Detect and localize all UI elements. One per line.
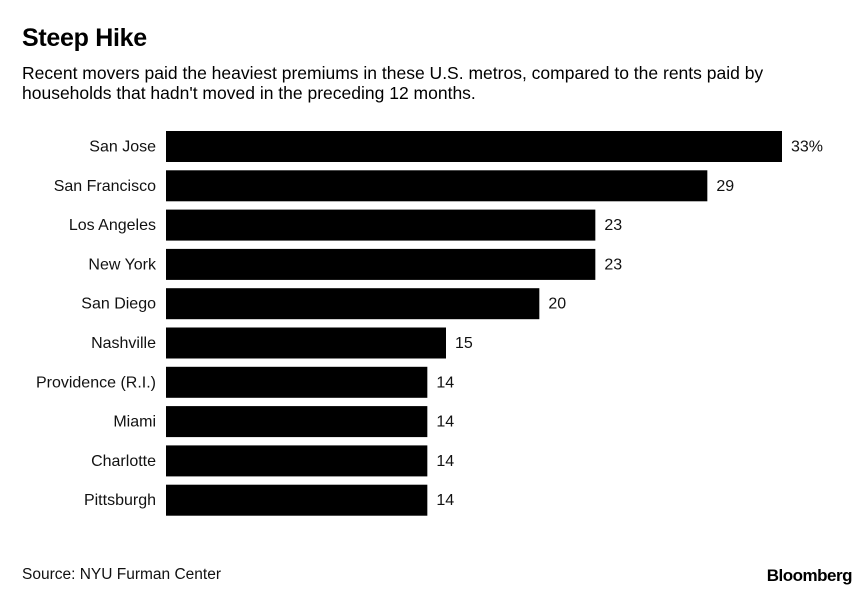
category-label: San Francisco <box>54 178 156 195</box>
chart-title: Steep Hike <box>22 24 147 52</box>
category-label: Charlotte <box>91 453 156 470</box>
bar <box>166 406 428 438</box>
category-label: Pittsburgh <box>84 492 156 509</box>
bar <box>166 288 540 320</box>
value-label: 23 <box>604 256 622 273</box>
brand-logo: Bloomberg <box>766 566 853 585</box>
bar-chart: San Jose 33% San Francisco 29 Los Angeles 23 N… <box>36 131 823 516</box>
category-label: San Jose <box>89 139 156 156</box>
bar <box>166 131 782 162</box>
value-label: 23 <box>604 217 622 234</box>
value-label: 33% <box>791 139 823 156</box>
value-label: 29 <box>716 178 734 195</box>
bar <box>166 366 428 398</box>
category-label: Los Angeles <box>69 217 156 234</box>
bar <box>166 248 596 280</box>
category-label: Nashville <box>91 335 156 352</box>
bar <box>166 327 446 359</box>
value-label: 14 <box>436 453 454 470</box>
bar <box>166 445 428 477</box>
bar <box>166 209 596 241</box>
category-label: Miami <box>113 414 156 431</box>
bar <box>166 170 708 202</box>
value-label: 15 <box>455 335 473 352</box>
source-note: Source: NYU Furman Center <box>22 566 221 583</box>
category-label: Providence (R.I.) <box>36 374 156 391</box>
category-label: San Diego <box>81 296 156 313</box>
bar <box>166 484 428 516</box>
value-label: 14 <box>436 374 454 391</box>
category-label: New York <box>88 256 157 273</box>
value-label: 20 <box>548 296 566 313</box>
value-label: 14 <box>436 414 454 431</box>
value-label: 14 <box>436 492 454 509</box>
chart-subtitle: Recent movers paid the heaviest premiums… <box>22 63 764 103</box>
